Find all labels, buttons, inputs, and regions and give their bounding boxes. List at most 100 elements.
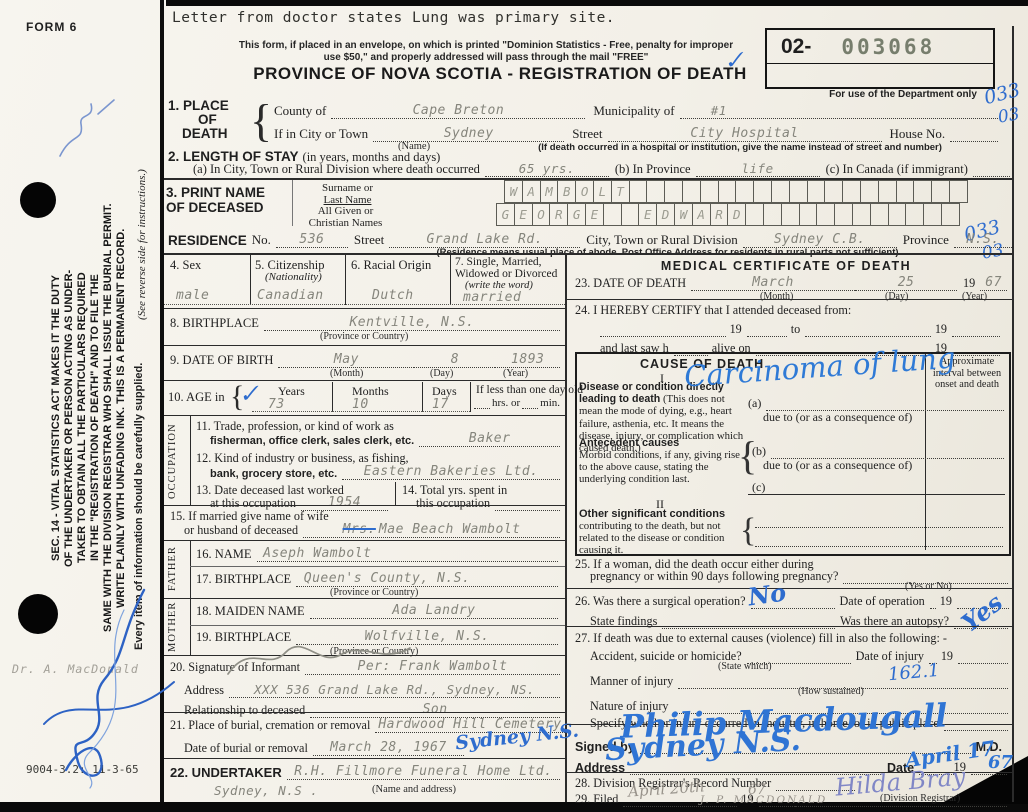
column-divider — [565, 253, 567, 802]
prov-country-caption-17: (Province or Country) — [330, 587, 419, 598]
spouse-value: Mae Beach Wambolt — [378, 522, 521, 538]
nature-row: Nature of injury — [590, 699, 1008, 714]
punch-hole-bottom — [18, 594, 58, 634]
maiden-name-value: Ada Landry — [392, 603, 476, 619]
death-day-value: 25 — [897, 275, 915, 291]
top-annotation: Letter from doctor states Lung was prima… — [172, 10, 616, 26]
residence-caption: (Residence means usual place of abode. P… — [380, 247, 955, 258]
letter-cell — [887, 203, 907, 226]
signed-by-row: Signed by M.D. — [575, 740, 1002, 754]
letter-cell: G — [567, 203, 586, 226]
form-number-label: FORM 6 — [26, 20, 78, 34]
occupation-vertical-label: OCCUPATION — [167, 423, 178, 499]
racial-origin-value: Dutch — [372, 288, 414, 303]
trade-value: Baker — [468, 431, 511, 446]
age-years-label: Years — [278, 384, 305, 398]
form-title: PROVINCE OF NOVA SCOTIA - REGISTRATION O… — [253, 64, 747, 83]
trade-row: fisherman, office clerk, sales clerk, et… — [210, 432, 560, 447]
letter-cell — [905, 203, 925, 226]
informant-address-value: XXX 536 Grand Lake Rd., Sydney, NS. — [254, 682, 535, 698]
letter-cell: M — [539, 180, 559, 203]
attended-row: 19 to 19 — [600, 322, 1001, 337]
letter-cell — [735, 180, 755, 203]
letter-cell — [940, 203, 960, 226]
spouse-title-struck: Mrs. — [342, 522, 376, 538]
citizenship-sublabel: (Nationality) — [265, 271, 322, 283]
name-caption: (Name) — [398, 141, 431, 152]
pregnancy-row: pregnancy or within 90 days following pr… — [590, 569, 1008, 584]
house-no-blank — [950, 141, 998, 142]
death-month-cap: (Month) — [760, 291, 794, 302]
cause-brace: { — [738, 433, 758, 478]
brace-glyph: { — [250, 95, 273, 146]
dob-day-cap: (Day) — [430, 368, 454, 379]
doctor-name-typed: Dr. A. MacDonald — [12, 662, 139, 676]
stay-canada-blank — [972, 176, 1010, 178]
cause-b-row: (b) — [752, 444, 1004, 459]
letter-cell: R — [549, 203, 569, 226]
registrar-name-pencil: J. P. MACDONALD — [700, 794, 828, 806]
medical-certificate-title: MEDICAL CERTIFICATE OF DEATH — [660, 259, 912, 273]
letter-cell — [842, 180, 861, 203]
how-sustained-caption: (How sustained) — [798, 686, 864, 697]
letter-cell — [798, 203, 818, 226]
dob-day: 8 — [450, 352, 460, 368]
letter-cell: T — [610, 180, 630, 203]
envelope-note: This form, if placed in an envelope, on … — [238, 40, 734, 63]
dob-row: 9. DATE OF BIRTH May 8 1893 — [170, 353, 560, 368]
prov-country-caption-8: (Province or Country) — [320, 331, 409, 342]
stay-province-value: life — [741, 161, 774, 176]
antecedent-label: Antecedent causes — [579, 437, 680, 449]
citizenship-value: Canadian — [257, 288, 324, 303]
spouse-label-1: 15. If married give name of wife — [170, 509, 329, 523]
print-name-label: 3. PRINT NAME OF DECEASED — [166, 185, 266, 215]
pregnancy-label-1: 25. If a woman, did the death occur eith… — [575, 557, 814, 571]
specify-row: Specify whether injury occurred in indus… — [590, 716, 1008, 731]
father-birthplace-value: Queen's County, N.S. — [303, 571, 471, 587]
letter-cell — [699, 180, 719, 203]
trade-label-1: 11. Trade, profession, or kind of work a… — [196, 419, 394, 433]
place-of-death-label: 1. PLACE OF DEATH — [168, 98, 229, 141]
dob-year-cap: (Year) — [503, 368, 529, 379]
undertaker-city-value: Sydney, N.S . — [214, 783, 319, 798]
municipality-value: #1 — [710, 103, 727, 119]
burial-place-value: Hardwood Hill Cemetery — [378, 717, 562, 733]
city-street-row: If in City or Town Sydney Street City Ho… — [274, 126, 998, 142]
mother-birthplace-value: Wolfville, N.S. — [364, 629, 490, 645]
mother-vertical-label: MOTHER — [167, 601, 178, 652]
father-name-value: Aseph Wambolt — [263, 546, 372, 562]
informant-relation-value: Son — [422, 702, 448, 718]
industry-label-1: 12. Kind of industry or business, as fis… — [196, 451, 409, 465]
antecedent-text: Morbid conditions, if any, giving rise t… — [579, 449, 740, 486]
father-birthplace-row: 17. BIRTHPLACE Queen's County, N.S. — [196, 572, 558, 587]
other-conditions-label: Other significant conditions — [579, 508, 726, 520]
see-reverse-note: (See reverse side for instructions.) — [136, 169, 148, 320]
residence-row: RESIDENCE No. 536 Street Grand Lake Rd. … — [168, 232, 1012, 248]
age-hrs-row: hrs. or min. — [474, 397, 562, 409]
undertaker-value: R.H. Fillmore Funeral Home Ltd. — [294, 764, 553, 780]
length-of-stay-row: (a) In City, Town or Rural Division wher… — [193, 161, 1010, 178]
rule-above-s3 — [164, 178, 1012, 180]
last-worked-label-1: 13. Date deceased last worked — [196, 483, 344, 497]
operation-hw-no: No — [746, 577, 788, 612]
informant-address-row: Address XXX 536 Grand Lake Rd., Sydney, … — [184, 683, 560, 698]
letter-cell — [717, 180, 737, 203]
letter-cell: G — [496, 203, 515, 226]
given-sublabel: All Given or Christian Names — [308, 205, 383, 229]
street-value: City Hospital — [690, 126, 799, 142]
letter-cell: D — [656, 203, 675, 226]
letter-cell — [859, 180, 879, 203]
manner-row: Manner of injury — [590, 674, 1008, 689]
scan-edge-right — [1012, 26, 1014, 802]
age-days-label: Days — [432, 384, 457, 398]
due-to-caption-b: due to (or as a consequence of) — [763, 458, 913, 472]
father-name-row: 16. NAME Aseph Wambolt — [196, 547, 558, 562]
division-registrar-caption: (Division Registrar) — [880, 793, 961, 804]
age-years-value: 73 — [268, 397, 285, 412]
filed-year-pencil: 67 — [748, 782, 766, 798]
age-months-label: Months — [352, 384, 389, 398]
county-row: County of Cape Breton Municipality of #1 — [274, 103, 998, 119]
age-days-value: 17 — [432, 397, 449, 412]
